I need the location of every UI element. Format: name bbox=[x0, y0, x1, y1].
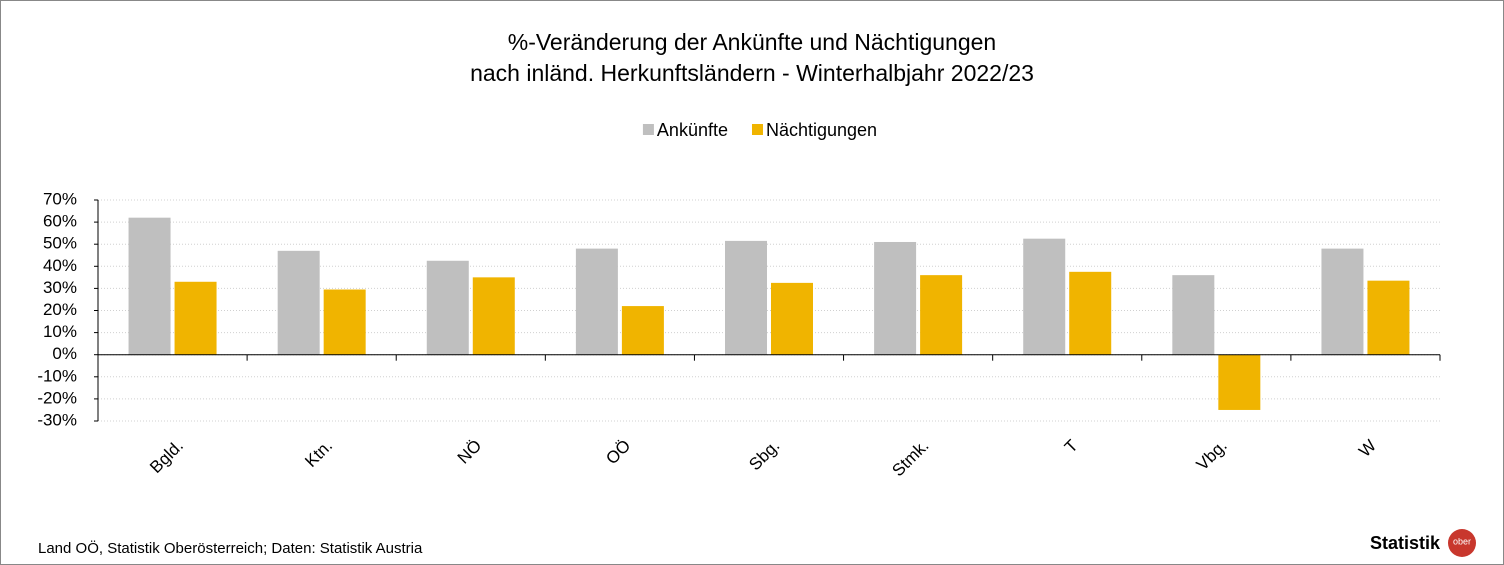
y-tick-label: 30% bbox=[43, 278, 77, 297]
bar bbox=[472, 277, 515, 355]
y-tick-label: 70% bbox=[43, 189, 77, 208]
bar bbox=[771, 282, 813, 355]
y-tick-label: 60% bbox=[43, 212, 77, 231]
bar bbox=[1023, 238, 1066, 355]
logo-badge bbox=[1448, 529, 1476, 557]
logo-text: Statistik bbox=[1370, 533, 1441, 553]
bar bbox=[277, 250, 320, 355]
legend-label: Nächtigungen bbox=[766, 120, 877, 140]
bar bbox=[621, 306, 664, 355]
source: Land OÖ, Statistik Oberösterreich; Daten… bbox=[38, 539, 423, 557]
bar bbox=[1367, 280, 1410, 355]
bar bbox=[920, 275, 963, 355]
y-tick-label: 20% bbox=[43, 300, 77, 319]
legend-swatch bbox=[751, 124, 763, 135]
bar bbox=[174, 281, 217, 355]
y-tick-label: -20% bbox=[37, 388, 77, 407]
y-tick-label: 50% bbox=[43, 234, 77, 253]
chart-title: nach inländ. Herkunftsländern - Winterha… bbox=[470, 60, 1034, 86]
y-tick-label: 10% bbox=[43, 322, 77, 341]
chart-title: %-Veränderung der Ankünfte und Nächtigun… bbox=[508, 29, 996, 55]
y-tick-label: -10% bbox=[37, 366, 77, 385]
y-tick-label: -30% bbox=[37, 410, 77, 429]
bar bbox=[128, 217, 171, 355]
bar bbox=[1321, 248, 1364, 355]
bar bbox=[1218, 354, 1261, 410]
bar bbox=[426, 260, 469, 355]
bar bbox=[874, 241, 917, 355]
y-tick-label: 40% bbox=[43, 256, 77, 275]
bar bbox=[575, 248, 618, 355]
legend-label: Ankünfte bbox=[657, 120, 728, 140]
bar bbox=[1172, 275, 1215, 355]
bar bbox=[725, 240, 767, 355]
bar bbox=[323, 289, 366, 355]
bar bbox=[1069, 271, 1112, 355]
logo-badge-text: ober bbox=[1453, 536, 1471, 546]
y-tick-label: 0% bbox=[52, 344, 77, 363]
legend-swatch bbox=[642, 124, 654, 135]
